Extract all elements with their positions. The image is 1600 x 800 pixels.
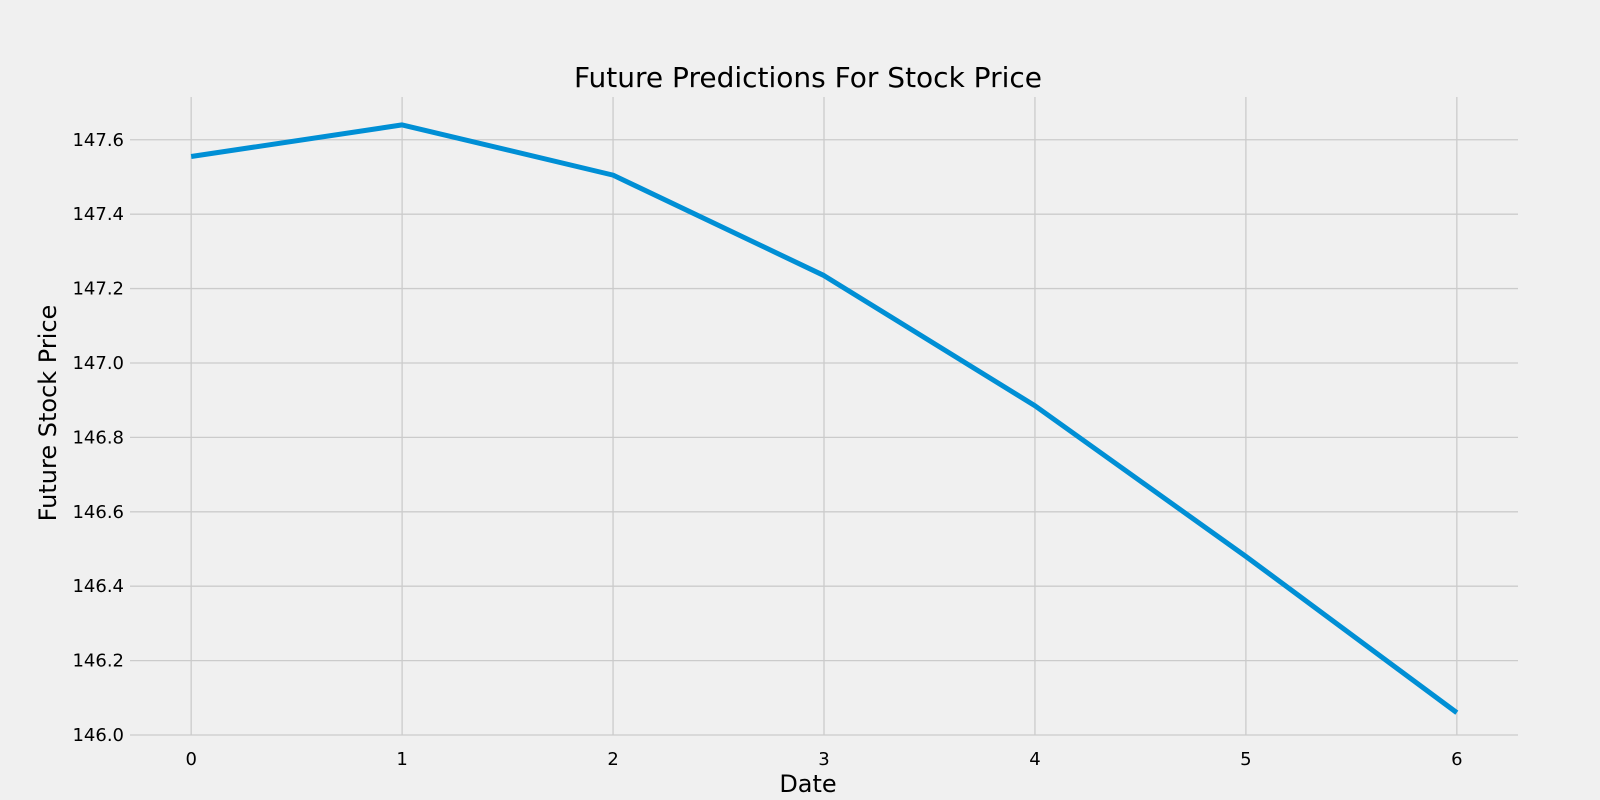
grid [130, 97, 1518, 736]
tick-labels: 146.0 146.2 146.4 146.6 146.8 147.0 147.2 147.4… [72, 130, 1462, 770]
series-layer [190, 122, 1459, 715]
y-tick-label: 147.4 [72, 204, 124, 225]
x-tick-label: 2 [607, 749, 618, 770]
x-tick-label: 5 [1240, 749, 1251, 770]
x-tick-label: 4 [1029, 749, 1040, 770]
y-tick-label: 146.4 [72, 576, 124, 597]
x-axis-label: Date [779, 770, 836, 798]
x-tick-label: 1 [396, 749, 407, 770]
x-tick-label: 0 [185, 749, 196, 770]
y-tick-label: 146.8 [72, 427, 124, 448]
y-tick-label: 147.6 [72, 130, 124, 151]
y-tick-label: 147.2 [72, 279, 124, 300]
chart-title: Future Predictions For Stock Price [574, 61, 1042, 94]
x-tick-label: 3 [818, 749, 829, 770]
y-axis-label: Future Stock Price [34, 305, 62, 522]
y-tick-label: 146.2 [72, 651, 124, 672]
y-tick-label: 147.0 [72, 353, 124, 374]
y-tick-label: 146.6 [72, 502, 124, 523]
y-tick-label: 146.0 [72, 725, 124, 746]
x-tick-label: 6 [1451, 749, 1462, 770]
